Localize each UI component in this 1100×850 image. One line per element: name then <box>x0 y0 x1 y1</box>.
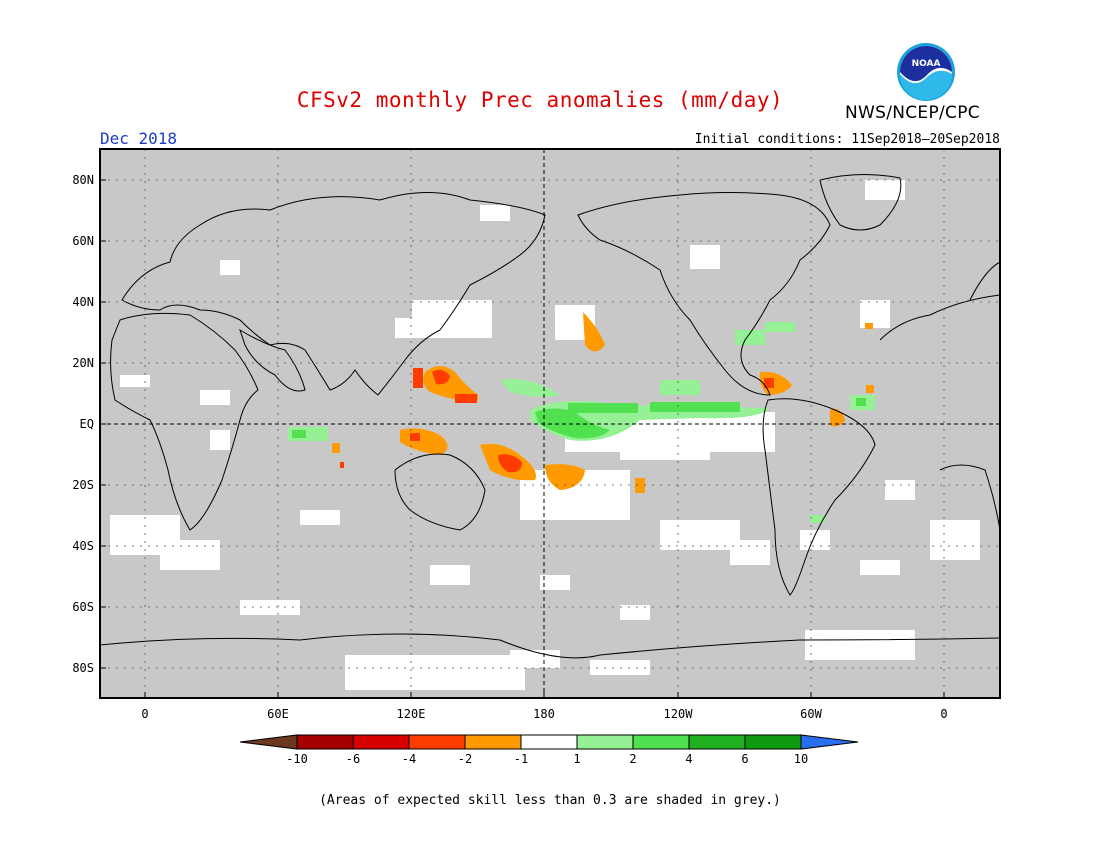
forecast-month: Dec 2018 <box>100 129 178 148</box>
map-title: CFSv2 monthly Prec anomalies (mm/day) <box>296 88 784 112</box>
colorbar-label: 6 <box>741 752 749 766</box>
colorbar-low-arrow <box>239 734 298 750</box>
colorbar-label: -4 <box>401 752 417 766</box>
lon-label: 0 <box>940 707 948 721</box>
colorbar-bin <box>688 734 746 750</box>
lat-label: 20S <box>72 478 94 492</box>
colorbar-bin <box>352 734 410 750</box>
lon-label: 0 <box>141 707 149 721</box>
colorbar-label: -10 <box>286 752 308 766</box>
lon-label: 120W <box>663 707 693 721</box>
coastlines <box>100 173 1000 659</box>
colorbar-bin <box>632 734 690 750</box>
colorbar-label: 2 <box>629 752 637 766</box>
colorbar-label: 4 <box>685 752 693 766</box>
lon-label: 120E <box>396 707 426 721</box>
colorbar-high-arrow <box>800 734 859 750</box>
lat-label: 20N <box>72 356 94 370</box>
lon-label: 60E <box>267 707 289 721</box>
colorbar-bin <box>520 734 578 750</box>
lat-label: 80S <box>72 661 94 675</box>
skill-footnote: (Areas of expected skill less than 0.3 a… <box>319 793 781 808</box>
negative-anomaly-regions <box>332 312 874 493</box>
lat-label: 60N <box>72 234 94 248</box>
noaa-logo-icon: NOAA <box>897 43 955 101</box>
colorbar-bin <box>464 734 522 750</box>
lat-lon-grid <box>100 149 1000 698</box>
colorbar-bin <box>576 734 634 750</box>
lat-label: 80N <box>72 173 94 187</box>
colorbar-label: -6 <box>345 752 361 766</box>
lon-label: 180 <box>533 707 555 721</box>
colorbar <box>239 734 859 750</box>
axis-ticks <box>100 179 945 698</box>
noaa-logo: NOAA <box>896 42 956 102</box>
lat-label: 40N <box>72 295 94 309</box>
lat-label: 60S <box>72 600 94 614</box>
colorbar-bin <box>408 734 466 750</box>
logo-text: NOAA <box>912 59 941 69</box>
organization-label: NWS/NCEP/CPC <box>845 103 980 123</box>
colorbar-bin <box>296 734 354 750</box>
lat-label: EQ <box>79 417 94 431</box>
lat-label: 40S <box>72 539 94 553</box>
colorbar-label: -1 <box>513 752 529 766</box>
colorbar-label: 1 <box>573 752 581 766</box>
initial-conditions: Initial conditions: 11Sep2018–20Sep2018 <box>694 132 1000 147</box>
lon-label: 60W <box>800 707 822 721</box>
colorbar-label: -2 <box>457 752 473 766</box>
positive-anomaly-regions <box>288 322 875 523</box>
colorbar-bin <box>744 734 802 750</box>
colorbar-label: 10 <box>793 752 809 766</box>
